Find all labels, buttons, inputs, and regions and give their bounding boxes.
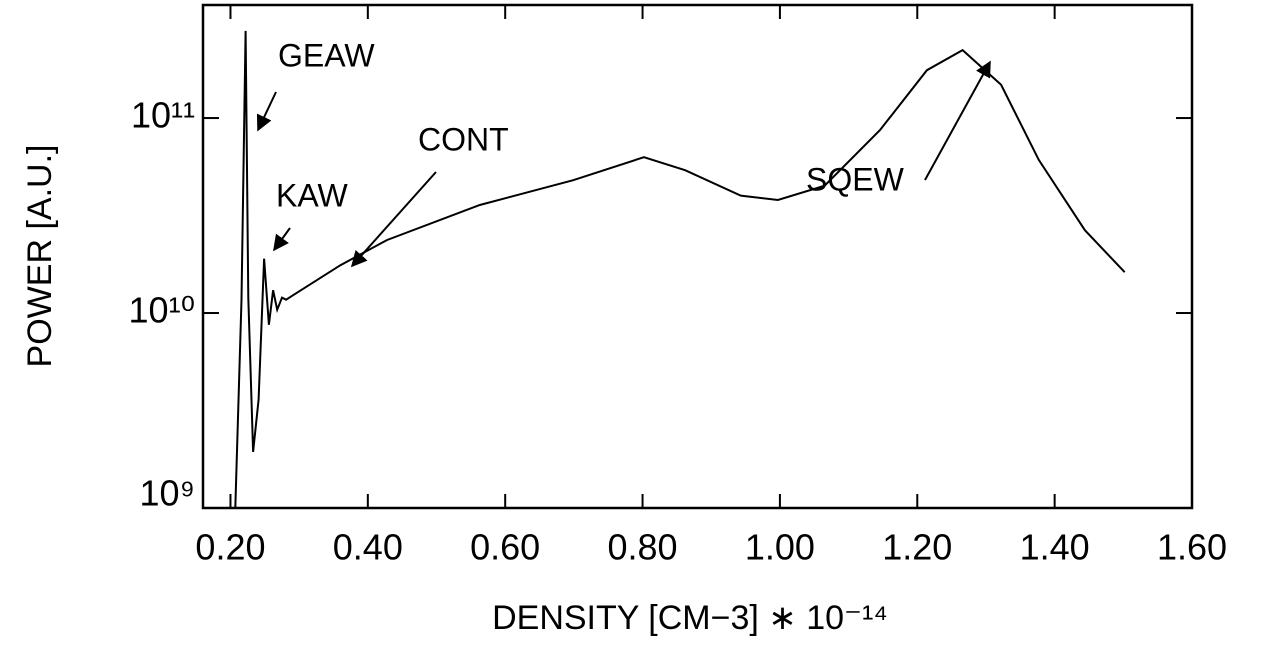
annotation: GEAW	[278, 37, 375, 73]
y-tick-label: 10⁹	[140, 473, 195, 514]
annotation-arrow	[350, 171, 437, 268]
x-tick-label: 1.60	[1157, 527, 1227, 568]
y-tick-label: 10¹⁰	[129, 290, 195, 331]
x-tick-label: 0.80	[608, 527, 678, 568]
annotation: SQEW	[806, 161, 905, 197]
x-tick-label: 1.40	[1020, 527, 1090, 568]
x-tick-label: 0.60	[470, 527, 540, 568]
y-tick-label: 10¹¹	[131, 95, 195, 136]
annotation-arrow	[256, 91, 277, 132]
data-line	[234, 30, 1126, 509]
plot-frame	[201, 3, 1194, 510]
annotation: CONT	[418, 121, 509, 157]
x-axis-title: DENSITY [CM−3] ∗ 10⁻¹⁴	[492, 599, 888, 637]
x-tick-label: 1.20	[882, 527, 952, 568]
annotation-arrow	[273, 227, 291, 252]
annotation-arrow	[924, 60, 991, 181]
x-tick-label: 0.20	[195, 527, 265, 568]
y-axis-title: POWER [A.U.]	[21, 145, 59, 368]
x-tick-label: 0.40	[333, 527, 403, 568]
x-tick-label: 1.00	[745, 527, 815, 568]
annotation: KAW	[276, 177, 349, 213]
